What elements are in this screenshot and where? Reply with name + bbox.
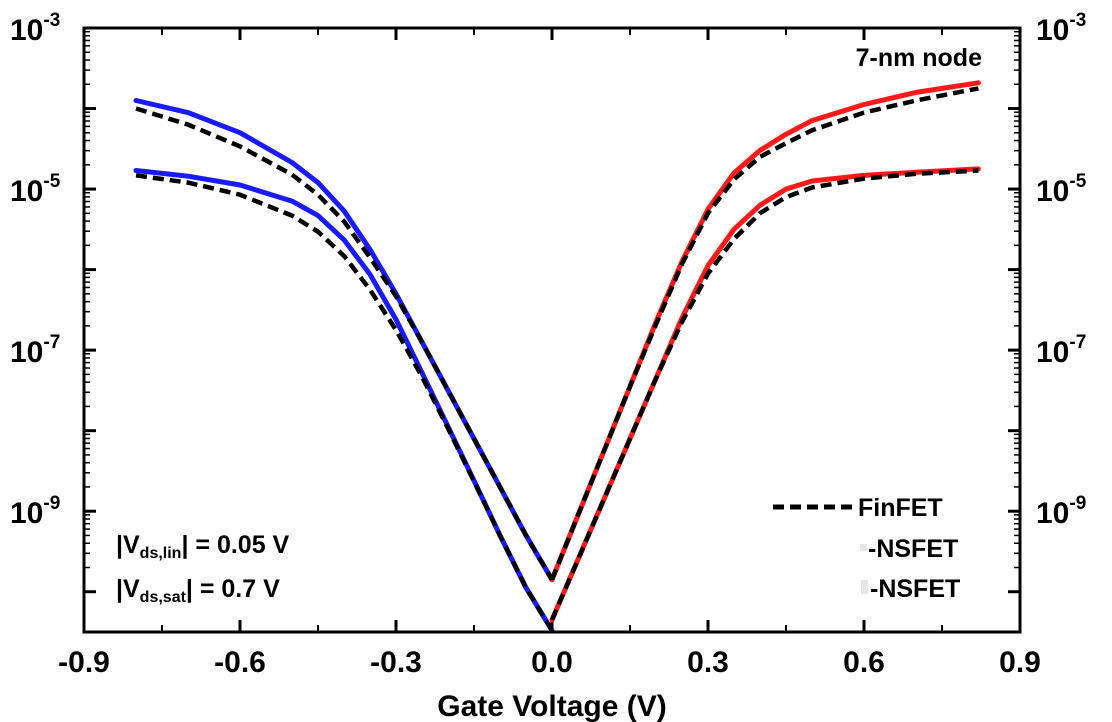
- vds-sat-post: | = 0.7 V: [186, 575, 280, 603]
- legend-label-finfet: FinFET: [858, 494, 943, 522]
- y-tick-label-right: 10-7: [1036, 332, 1086, 369]
- vds-sat-sub: ds,sat: [140, 589, 187, 606]
- tick-labels: -0.9 -0.6 -0.3 0.0 0.3 0.6 0.9 10-3 10-3 10-5 10-5…: [10, 10, 1087, 679]
- legend-label-nsfet-n: -NSFET: [870, 575, 960, 603]
- x-tick-label: -0.6: [214, 646, 266, 679]
- y-tick-label-left: 10-3: [10, 10, 60, 47]
- x-axis-label: Gate Voltage (V): [437, 690, 666, 722]
- y-tick-label-left: 10-5: [10, 171, 61, 208]
- plot-frame: [82, 26, 1022, 634]
- y-tick-label-left: 10-7: [10, 332, 60, 369]
- legend-swatch-nsfet-p: [860, 544, 867, 551]
- x-tick-label: 0.6: [843, 646, 885, 679]
- x-tick-label: 0.3: [687, 646, 729, 679]
- series-line-finfet-n-lin: [549, 168, 979, 621]
- series-lines: [133, 80, 981, 633]
- x-tick-label: 0.0: [531, 646, 573, 679]
- y-tick-label-left: 10-9: [10, 493, 60, 530]
- series-line-finfet-p-sat: [135, 106, 554, 581]
- annotation-node: 7-nm node: [856, 44, 982, 72]
- legend-label-nsfet-p: -NSFET: [868, 535, 958, 563]
- y-tick-label-right: 10-3: [1036, 10, 1086, 47]
- vds-lin-pre: |V: [116, 531, 140, 559]
- y-tick-label-right: 10-9: [1036, 493, 1086, 530]
- legend: FinFET -NSFET -NSFET: [773, 494, 960, 603]
- vds-lin-sub: ds,lin: [140, 545, 182, 562]
- vds-lin-post: | = 0.05 V: [181, 531, 289, 559]
- series-line-n-nsfet-sat: [549, 80, 981, 583]
- series-line-finfet-p-lin: [135, 173, 554, 632]
- x-tick-label: 0.9: [999, 646, 1041, 679]
- y-tick-label-right: 10-5: [1036, 171, 1087, 208]
- series-line-p-nsfet-sat: [133, 98, 555, 583]
- annotation-vds-lin: |Vds,lin| = 0.05 V: [116, 531, 290, 562]
- x-tick-label: -0.9: [58, 646, 110, 679]
- annotation-vds-sat: |Vds,sat| = 0.7 V: [116, 575, 280, 606]
- legend-swatch-nsfet-n: [861, 580, 868, 594]
- series-line-p-nsfet-lin: [133, 168, 555, 633]
- x-tick-label: -0.3: [370, 646, 422, 679]
- series-line-finfet-n-sat: [549, 86, 979, 581]
- vds-sat-pre: |V: [116, 575, 140, 603]
